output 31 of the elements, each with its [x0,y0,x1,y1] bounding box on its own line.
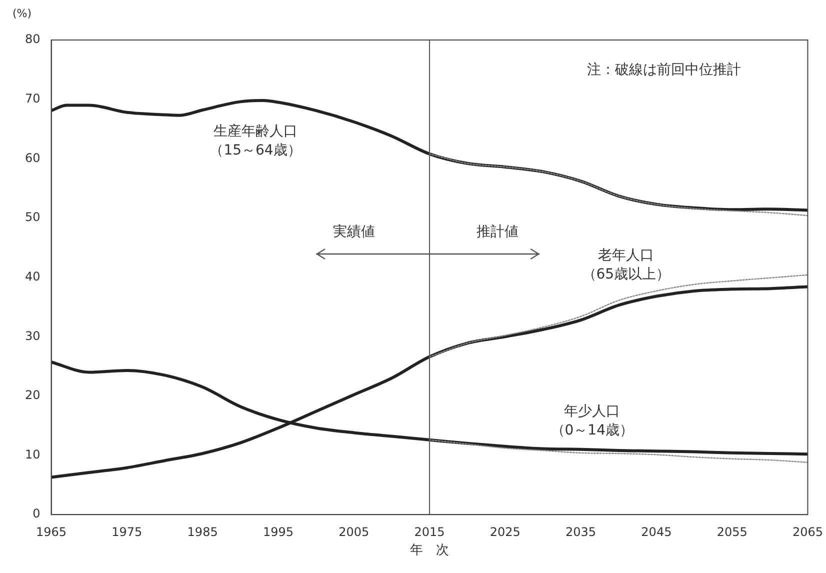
annotation: 推計値 [476,224,519,240]
line-series [51,285,808,479]
y-tick-label: 10 [24,447,40,462]
annotation: 実績値 [332,224,375,240]
series-label: 年少人口（0～14歳） [550,404,634,439]
line-series [428,153,808,216]
x-tick-label: 2055 [716,524,748,539]
x-tick-label: 1995 [262,524,294,539]
y-tick-label: 50 [24,210,40,224]
y-tick-label: 20 [24,388,40,402]
series-label: 生産年齢人口（15～64歳） [210,124,302,159]
x-tick-label: 1975 [112,524,142,539]
x-tick-label: 2065 [792,524,824,539]
y-tick-label: 80 [24,32,40,46]
x-tick-label: 2005 [338,524,370,539]
x-tick-label: 2015 [414,524,445,539]
series-label: 老年人口（65歳以上） [582,248,670,283]
x-tick-label: 2025 [490,524,520,539]
y-axis-title: (%) [12,6,32,20]
x-tick-label: 2045 [641,524,672,539]
x-tick-label: 1965 [36,524,67,539]
x-tick-label: 2035 [566,524,596,539]
line-series [428,439,808,463]
annotation: 注：破線は前回中位推計 [587,62,742,78]
x-tick-label: 1985 [187,524,218,539]
y-tick-label: 0 [32,506,40,521]
y-tick-label: 30 [24,328,40,343]
x-axis-title: 年 次 [410,542,449,558]
y-tick-label: 60 [24,150,40,165]
y-tick-label: 70 [24,91,40,106]
y-tick-label: 40 [24,269,40,284]
